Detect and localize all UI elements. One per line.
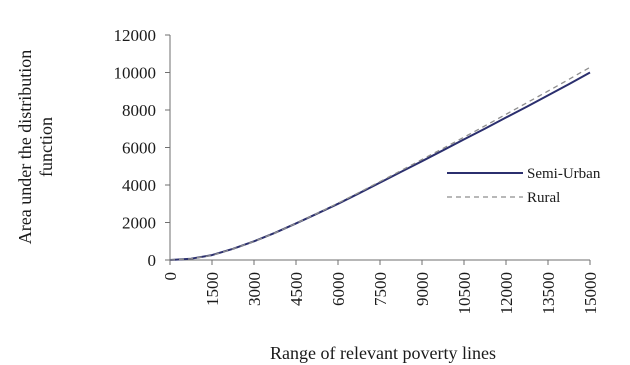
- y-ticks: 0 2000 4000 6000 8000 10000 12000: [114, 26, 170, 270]
- y-axis-title-line-2: function: [36, 117, 56, 177]
- series-line-rural: [169, 66, 591, 261]
- series-line-semi-urban: [169, 71, 591, 261]
- x-tick-label: 7500: [371, 272, 390, 306]
- y-tick-label: 4000: [122, 176, 156, 195]
- x-tick-label: 1500: [203, 272, 222, 306]
- y-tick-label: 12000: [114, 26, 157, 45]
- legend-label-semi-urban: Semi-Urban: [527, 166, 601, 182]
- x-tick-label: 9000: [413, 272, 432, 306]
- y-tick-label: 0: [148, 251, 157, 270]
- x-tick-label: 13500: [539, 272, 558, 315]
- x-tick-label: 3000: [245, 272, 264, 306]
- x-tick-label: 15000: [581, 272, 600, 315]
- legend: Semi-Urban Rural: [447, 166, 601, 206]
- x-axis-title: Range of relevant poverty lines: [270, 343, 496, 363]
- x-tick-label: 6000: [329, 272, 348, 306]
- y-tick-label: 8000: [122, 101, 156, 120]
- plot-area: 0 2000 4000 6000 8000 10000 12000 0 1500 3000 450…: [114, 26, 601, 315]
- y-axis-title: Area under the distribution function: [15, 50, 56, 244]
- y-tick-label: 10000: [114, 64, 157, 83]
- x-ticks: 0 1500 3000 4500 6000 7500 9000 10500 12000 13500…: [161, 260, 600, 315]
- x-tick-label: 12000: [497, 272, 516, 315]
- y-tick-label: 2000: [122, 214, 156, 233]
- x-tick-label: 4500: [287, 272, 306, 306]
- x-tick-label: 10500: [455, 272, 474, 315]
- x-tick-label: 0: [161, 272, 180, 281]
- legend-label-rural: Rural: [527, 190, 560, 206]
- y-tick-label: 6000: [122, 139, 156, 158]
- y-axis-title-line-1: Area under the distribution: [15, 50, 35, 244]
- series-layer: [169, 66, 591, 261]
